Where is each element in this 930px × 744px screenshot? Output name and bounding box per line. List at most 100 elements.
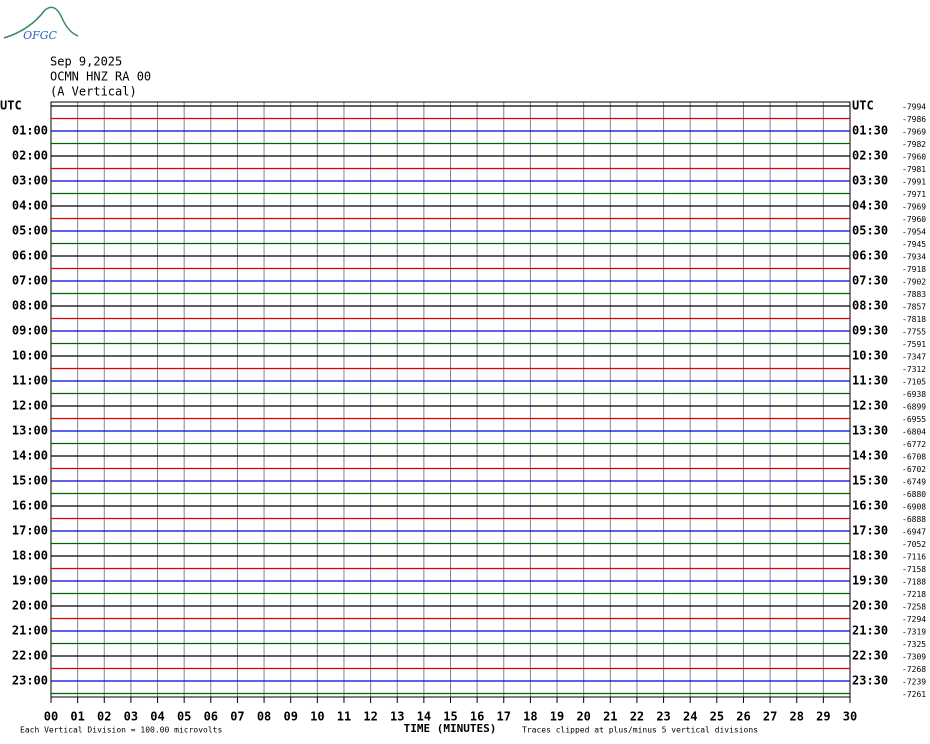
right-time-label: 17:30 — [852, 524, 888, 538]
left-time-label: 06:00 — [12, 249, 48, 263]
trace-offset: -7991 — [902, 178, 926, 187]
trace-offset: -7325 — [902, 640, 926, 649]
x-tick-label: 10 — [310, 710, 324, 724]
trace-offset: -6749 — [902, 478, 926, 487]
x-tick-label: 15 — [443, 710, 457, 724]
right-time-label: 19:30 — [852, 574, 888, 588]
x-tick-label: 13 — [390, 710, 404, 724]
trace-offset: -7188 — [902, 578, 926, 587]
right-time-label: 04:30 — [852, 199, 888, 213]
x-tick-label: 18 — [523, 710, 537, 724]
trace-offset: -7969 — [902, 203, 926, 212]
right-time-label: 21:30 — [852, 624, 888, 638]
x-tick-label: 07 — [230, 710, 244, 724]
trace-offset: -7857 — [902, 303, 926, 312]
right-time-label: 03:30 — [852, 174, 888, 188]
right-time-label: 13:30 — [852, 424, 888, 438]
x-tick-label: 11 — [337, 710, 351, 724]
x-tick-label: 09 — [283, 710, 297, 724]
x-tick-label: 03 — [124, 710, 138, 724]
x-tick-label: 22 — [630, 710, 644, 724]
trace-offset: -7218 — [902, 590, 926, 599]
trace-offset: -7971 — [902, 190, 926, 199]
x-tick-label: 26 — [736, 710, 750, 724]
x-tick-label: 05 — [177, 710, 191, 724]
x-tick-label: 01 — [70, 710, 84, 724]
trace-offset: -7268 — [902, 665, 926, 674]
trace-offset: -7105 — [902, 378, 926, 387]
left-time-label: 20:00 — [12, 599, 48, 613]
left-time-label: 22:00 — [12, 649, 48, 663]
left-time-label: UTC — [0, 99, 22, 113]
right-time-label: 16:30 — [852, 499, 888, 513]
trace-offset: -7052 — [902, 540, 926, 549]
footer-note: Traces clipped at plus/minus 5 vertical … — [522, 726, 758, 735]
x-tick-label: 25 — [710, 710, 724, 724]
x-tick-label: 17 — [497, 710, 511, 724]
x-tick-label: 21 — [603, 710, 617, 724]
trace-offset: -7312 — [902, 365, 926, 374]
trace-offset: -7986 — [902, 115, 926, 124]
left-time-label: 15:00 — [12, 474, 48, 488]
x-tick-label: 14 — [417, 710, 431, 724]
left-time-label: 04:00 — [12, 199, 48, 213]
trace-offset: -7982 — [902, 140, 926, 149]
left-time-label: 11:00 — [12, 374, 48, 388]
left-time-label: 14:00 — [12, 449, 48, 463]
trace-offset: -7969 — [902, 128, 926, 137]
left-time-label: 17:00 — [12, 524, 48, 538]
trace-offset: -7319 — [902, 628, 926, 637]
trace-offset: -7934 — [902, 253, 926, 262]
left-time-label: 16:00 — [12, 499, 48, 513]
trace-offset: -6708 — [902, 453, 926, 462]
trace-offset: -6880 — [902, 490, 926, 499]
right-time-label: 14:30 — [852, 449, 888, 463]
left-time-label: 01:00 — [12, 124, 48, 138]
left-time-label: 02:00 — [12, 149, 48, 163]
trace-offset: -6888 — [902, 515, 926, 524]
trace-offset: -6899 — [902, 403, 926, 412]
x-tick-label: 27 — [763, 710, 777, 724]
x-tick-label: 30 — [843, 710, 857, 724]
trace-offset: -7158 — [902, 565, 926, 574]
trace-offset: -7309 — [902, 653, 926, 662]
right-time-label: 06:30 — [852, 249, 888, 263]
right-time-label: UTC — [852, 99, 874, 113]
right-time-label: 01:30 — [852, 124, 888, 138]
x-tick-label: 28 — [790, 710, 804, 724]
trace-offset: -7755 — [902, 328, 926, 337]
trace-offset: -7818 — [902, 315, 926, 324]
left-time-label: 07:00 — [12, 274, 48, 288]
trace-offset: -6947 — [902, 528, 926, 537]
left-time-label: 05:00 — [12, 224, 48, 238]
logo-mark — [3, 6, 79, 39]
x-tick-label: 23 — [656, 710, 670, 724]
left-time-label: 18:00 — [12, 549, 48, 563]
x-tick-label: 16 — [470, 710, 484, 724]
left-time-label: 21:00 — [12, 624, 48, 638]
trace-offset: -6938 — [902, 390, 926, 399]
trace-offset: -7960 — [902, 215, 926, 224]
trace-offset: -7954 — [902, 228, 926, 237]
left-time-label: 13:00 — [12, 424, 48, 438]
left-time-label: 03:00 — [12, 174, 48, 188]
left-time-label: 08:00 — [12, 299, 48, 313]
trace-offset: -7883 — [902, 290, 926, 299]
x-tick-label: 29 — [816, 710, 830, 724]
trace-offset: -6702 — [902, 465, 926, 474]
title-line: OCMN HNZ RA 00 — [50, 70, 151, 84]
title-line: Sep 9,2025 — [50, 55, 122, 69]
left-time-label: 19:00 — [12, 574, 48, 588]
trace-offset: -7981 — [902, 165, 926, 174]
x-tick-label: 12 — [363, 710, 377, 724]
trace-offset: -7960 — [902, 153, 926, 162]
right-time-label: 23:30 — [852, 674, 888, 688]
x-tick-label: 20 — [576, 710, 590, 724]
trace-offset: -7918 — [902, 265, 926, 274]
logo: OFGC — [23, 29, 57, 42]
x-tick-label: 02 — [97, 710, 111, 724]
trace-offset: -7261 — [902, 690, 926, 699]
x-tick-label: 08 — [257, 710, 271, 724]
right-time-label: 08:30 — [852, 299, 888, 313]
